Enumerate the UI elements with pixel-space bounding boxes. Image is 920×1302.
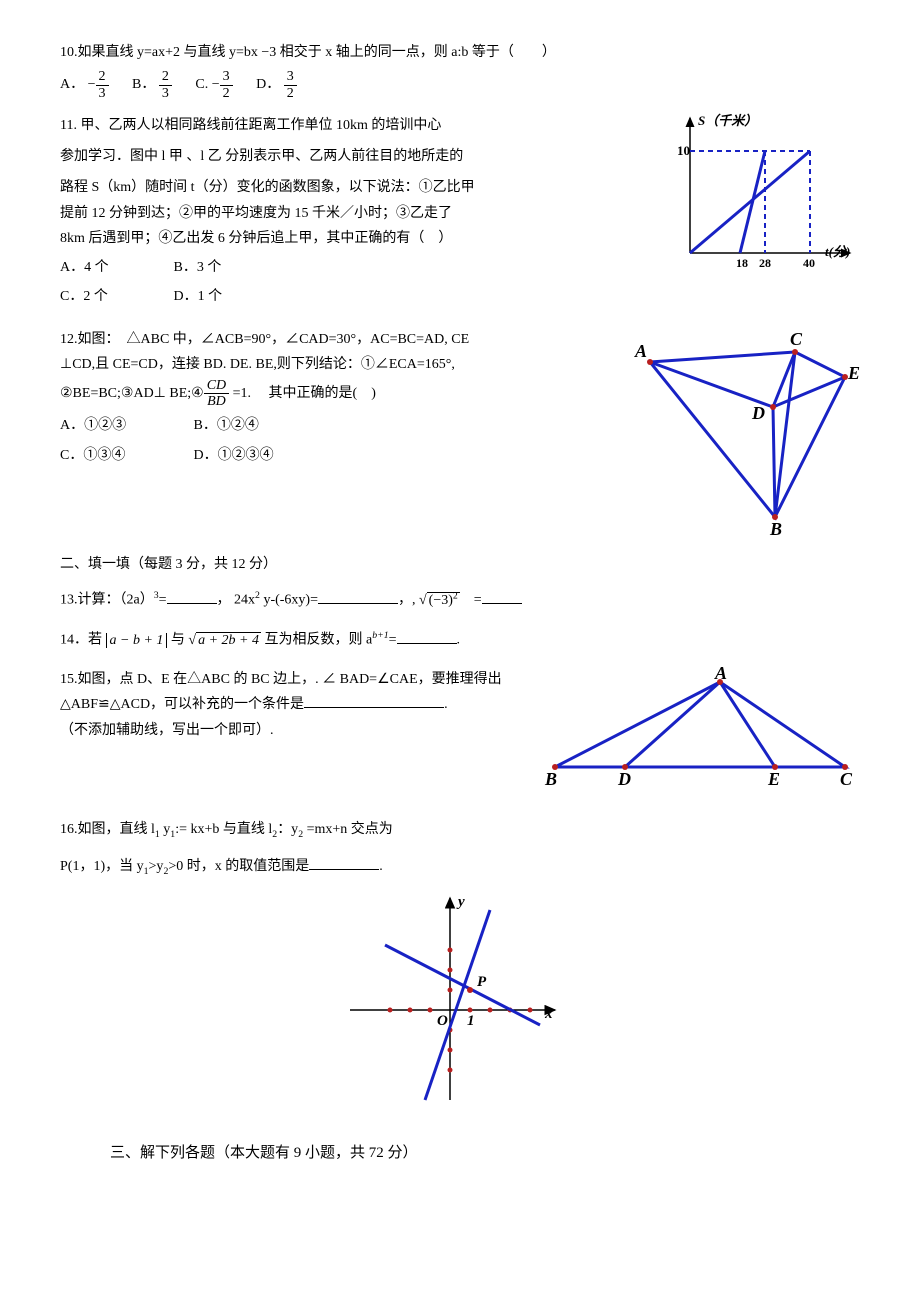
question-10: 10.如果直线 y=ax+2 与直线 y=bx −3 相交于 x 轴上的同一点，… xyxy=(60,40,860,101)
q14-sqrt: a + 2b + 4 xyxy=(188,628,261,653)
q10-text: 10.如果直线 y=ax+2 与直线 y=bx −3 相交于 x 轴上的同一点，… xyxy=(60,40,860,65)
q10-optA: A． −23 xyxy=(60,69,109,101)
q11-graph: 10 18 28 40 S（千米） t(分) xyxy=(665,113,860,273)
q16-line2: P(1，1)，当 y1>y2>0 时，x 的取值范围是. xyxy=(60,854,860,880)
q15-label-E: E xyxy=(767,769,780,787)
q12-label-E: E xyxy=(847,363,860,383)
q16-label-1: 1 xyxy=(467,1013,475,1029)
section-3-title: 三、解下列各题（本大题有 9 小题，共 72 分） xyxy=(110,1140,860,1167)
q13-blank-1 xyxy=(167,590,217,604)
q16-graph: P O 1 x y xyxy=(340,890,570,1110)
q10-optB: B． 23 xyxy=(132,69,172,101)
q12-label-C: C xyxy=(790,329,803,349)
q15-blank xyxy=(304,694,444,708)
q12-label-D: D xyxy=(751,403,765,423)
q13-sqrt: (−3)2 xyxy=(419,587,460,613)
question-13: 13.计算：（2a）3=， 24x2 y-(-6xy)=，, (−3)2 = xyxy=(60,587,860,613)
question-11: 10 18 28 40 S（千米） t(分) 11. 甲、乙两人以相同路线前往距… xyxy=(60,113,860,309)
q10-optD: D． 32 xyxy=(256,69,297,101)
q11-options-2: C．2 个 D．1 个 xyxy=(60,284,860,309)
q11-xtick-28: 28 xyxy=(759,256,771,270)
q11-optB: B．3 个 xyxy=(174,255,222,280)
q13-blank-2 xyxy=(318,590,398,604)
question-14: 14．若 a − b + 1 与 a + 2b + 4 互为相反数，则 ab+1… xyxy=(60,627,860,653)
q11-ytick: 10 xyxy=(677,143,690,158)
section-2-title: 二、填一填（每题 3 分，共 12 分） xyxy=(60,552,860,577)
question-16: 16.如图，直线 l1 y1:= kx+b 与直线 l2：y2 =mx+n 交点… xyxy=(60,817,860,1110)
q12-label-B: B xyxy=(769,519,782,537)
q16-label-y: y xyxy=(456,894,465,910)
q12-optA: A．①②③ xyxy=(60,413,170,438)
q11-xtick-18: 18 xyxy=(736,256,748,270)
q12-optC: C．①③④ xyxy=(60,443,170,468)
q15-graph: A B D E C xyxy=(540,667,860,787)
q16-label-x: x xyxy=(544,1006,553,1022)
q12-optB: B．①②④ xyxy=(194,413,259,438)
q14-blank xyxy=(397,630,457,644)
q16-blank xyxy=(309,856,379,870)
q11-optD: D．1 个 xyxy=(174,284,223,309)
q16-line1: 16.如图，直线 l1 y1:= kx+b 与直线 l2：y2 =mx+n 交点… xyxy=(60,817,860,843)
q15-label-A: A xyxy=(714,667,727,683)
q16-label-O: O xyxy=(437,1013,448,1029)
q14-abs: a − b + 1 xyxy=(106,633,168,648)
q11-ylabel: S（千米） xyxy=(698,113,757,128)
q10-optC: C. −32 xyxy=(195,69,232,101)
q12-optD: D．①②③④ xyxy=(194,443,274,468)
q11-optA: A．4 个 xyxy=(60,255,150,280)
q13-blank-3 xyxy=(482,590,522,604)
q15-label-D: D xyxy=(617,769,631,787)
question-12: A C E D B 12.如图： △ABC 中，∠ACB=90°，∠CAD=30… xyxy=(60,327,860,537)
q15-label-B: B xyxy=(544,769,557,787)
q11-xtick-40: 40 xyxy=(803,256,815,270)
q11-xlabel: t(分) xyxy=(825,244,850,259)
question-15: A B D E C 15.如图，点 D、E 在△ABC 的 BC 边上，. ∠ … xyxy=(60,667,860,787)
q15-label-C: C xyxy=(840,769,853,787)
q12-graph: A C E D B xyxy=(630,327,860,537)
q12-label-A: A xyxy=(634,341,647,361)
q11-optC: C．2 个 xyxy=(60,284,150,309)
q16-label-P: P xyxy=(477,974,487,990)
q10-options: A． −23 B． 23 C. −32 D． 32 xyxy=(60,69,860,101)
